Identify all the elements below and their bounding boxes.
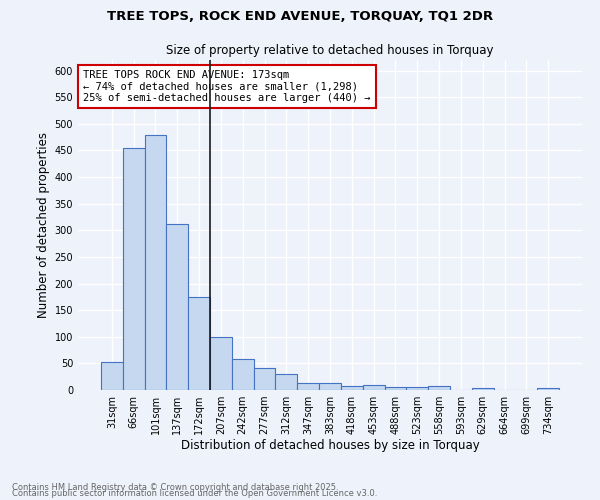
Bar	[188, 297, 210, 390]
Bar	[472, 388, 494, 390]
Title: Size of property relative to detached houses in Torquay: Size of property relative to detached ho…	[166, 44, 494, 58]
Bar	[428, 386, 450, 390]
Text: TREE TOPS, ROCK END AVENUE, TORQUAY, TQ1 2DR: TREE TOPS, ROCK END AVENUE, TORQUAY, TQ1…	[107, 10, 493, 23]
Text: TREE TOPS ROCK END AVENUE: 173sqm
← 74% of detached houses are smaller (1,298)
2: TREE TOPS ROCK END AVENUE: 173sqm ← 74% …	[83, 70, 371, 103]
Bar	[101, 362, 123, 390]
Bar	[297, 382, 319, 390]
Bar	[145, 134, 166, 390]
Bar	[210, 337, 232, 390]
Bar	[363, 384, 385, 390]
Bar	[537, 388, 559, 390]
Y-axis label: Number of detached properties: Number of detached properties	[37, 132, 50, 318]
Bar	[341, 386, 363, 390]
Bar	[232, 359, 254, 390]
Bar	[123, 148, 145, 390]
Bar	[254, 368, 275, 390]
Bar	[319, 382, 341, 390]
Bar	[406, 388, 428, 390]
X-axis label: Distribution of detached houses by size in Torquay: Distribution of detached houses by size …	[181, 438, 479, 452]
Bar	[385, 388, 406, 390]
Bar	[166, 224, 188, 390]
Text: Contains HM Land Registry data © Crown copyright and database right 2025.: Contains HM Land Registry data © Crown c…	[12, 483, 338, 492]
Bar	[275, 374, 297, 390]
Text: Contains public sector information licensed under the Open Government Licence v3: Contains public sector information licen…	[12, 489, 377, 498]
